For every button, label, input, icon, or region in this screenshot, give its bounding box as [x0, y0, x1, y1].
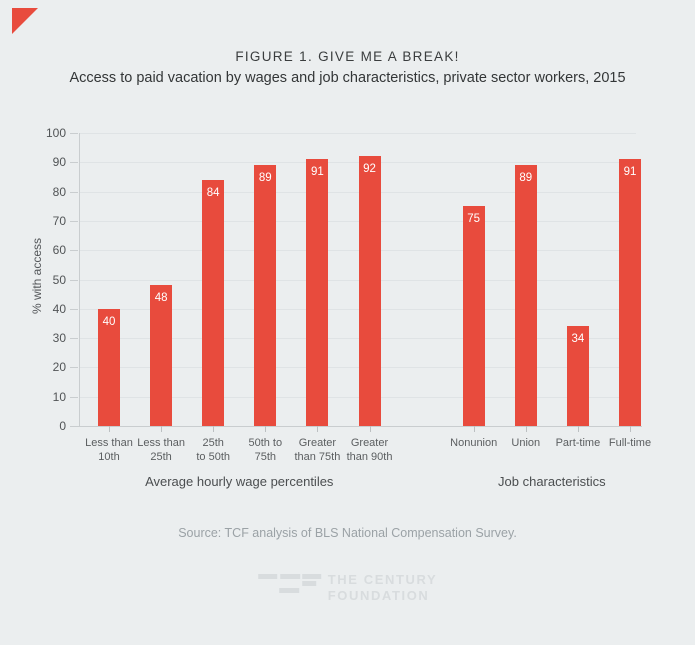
bar-value-label: 84	[206, 186, 220, 199]
gridline	[79, 162, 636, 164]
figure-subtitle: Access to paid vacation by wages and job…	[69, 70, 626, 86]
y-tick-label: 80	[52, 184, 66, 199]
gridline	[79, 279, 636, 281]
gridline	[79, 250, 636, 252]
bar-value-label: 48	[154, 292, 168, 305]
plot-area: 10 20 30 40 50 60 70 80 90 100 0 40 Less than 10th 48…	[46, 126, 651, 489]
y-tick-label: 30	[52, 331, 66, 346]
gridline	[79, 191, 636, 193]
tcf-corner-triangle-mark	[12, 8, 38, 34]
source-note: Source: TCF analysis of BLS National Com…	[178, 526, 517, 540]
bar: 91	[306, 159, 329, 426]
x-tick-mark	[525, 426, 527, 432]
bar-value-label: 89	[258, 172, 272, 185]
flag-dash	[278, 588, 299, 593]
gridline	[79, 220, 636, 222]
x-category-label: 25th to 50th	[196, 437, 230, 463]
x-category-label: Greater than 90th	[346, 437, 393, 463]
y-tick-mark	[70, 162, 78, 164]
y-tick-label: 90	[52, 155, 66, 170]
y-tick-mark	[70, 250, 78, 252]
y-tick-label: 60	[52, 243, 66, 258]
x-tick-mark	[630, 426, 631, 432]
x-tick-mark	[317, 426, 319, 432]
y-tick-mark	[70, 338, 78, 340]
bar: 84	[202, 179, 225, 426]
bar: 75	[462, 206, 485, 426]
bar: 34	[566, 326, 589, 426]
tcf-logo-line-2: FOUNDATION	[327, 587, 430, 603]
y-tick-label: 100	[45, 126, 66, 140]
bar-value-label: 91	[623, 166, 637, 179]
x-tick-mark	[161, 426, 163, 432]
x-tick-mark	[265, 426, 267, 432]
x-category-label: Part-time	[555, 437, 601, 449]
flag-dash	[301, 581, 316, 586]
x-category-label: Less than 10th	[85, 437, 133, 463]
tcf-logo-text: THE CENTURY FOUNDATION	[328, 572, 438, 603]
gridline	[79, 396, 636, 398]
y-tick-label: 50	[52, 272, 66, 287]
flag-dash	[301, 574, 321, 579]
y-tick-label: 40	[52, 301, 66, 316]
y-tick-label: 20	[52, 360, 66, 375]
gridline	[79, 367, 636, 369]
x-category-label: 50th to 75th	[248, 437, 283, 463]
bar-value-label: 34	[571, 333, 585, 346]
y-tick-mark	[70, 396, 78, 398]
y-tick-mark	[70, 308, 78, 310]
bar-value-label: 92	[363, 163, 376, 176]
bar-value-label: 91	[310, 166, 324, 179]
x-category-label: Full-time	[608, 437, 652, 449]
bar: 48	[150, 285, 173, 426]
x-category-label: Nonunion	[450, 437, 498, 449]
gridline	[79, 133, 636, 134]
y-tick-mark	[70, 367, 78, 369]
bar-value-label: 75	[467, 213, 481, 226]
bar: 92	[358, 156, 381, 426]
y-tick-label: 10	[52, 389, 66, 404]
flag-dash	[279, 574, 300, 579]
tcf-logo: THE CENTURY FOUNDATION	[257, 572, 438, 603]
x-tick-mark	[577, 426, 579, 432]
gridline	[79, 308, 636, 310]
figure-title: FIGURE 1. GIVE ME A BREAK!	[235, 49, 460, 64]
y-axis-title: % with access	[30, 237, 44, 315]
x-tick-mark	[473, 426, 475, 432]
x-category-label: Less than 25th	[137, 437, 185, 463]
bar-value-label: 40	[102, 315, 116, 328]
bar-value-label: 89	[519, 172, 533, 185]
bar: 89	[254, 165, 277, 426]
x-group-title: Average hourly wage percentiles	[145, 474, 334, 489]
y-tick-mark	[70, 191, 78, 193]
y-tick-mark	[70, 220, 78, 222]
y-tick-mark	[70, 133, 78, 134]
x-tick-mark	[109, 426, 110, 432]
tcf-logo-line-1: THE CENTURY	[327, 572, 438, 587]
x-axis-line	[70, 426, 642, 427]
y-axis-line	[79, 133, 80, 426]
gridline	[79, 338, 636, 340]
tcf-flag-icon	[257, 574, 322, 597]
bar: 89	[514, 165, 537, 426]
flag-dash	[257, 574, 277, 579]
bar: 40	[98, 308, 120, 426]
y-tick-label: 70	[52, 213, 66, 228]
bar: 91	[619, 159, 641, 426]
x-tick-mark	[369, 426, 371, 432]
x-tick-mark	[213, 426, 215, 432]
y-tick-label: 0	[59, 419, 66, 433]
x-group-title: Job characteristics	[498, 474, 606, 489]
x-category-label: Union	[511, 437, 541, 449]
y-tick-mark	[70, 279, 78, 281]
x-category-label: Greater than 75th	[294, 437, 341, 463]
